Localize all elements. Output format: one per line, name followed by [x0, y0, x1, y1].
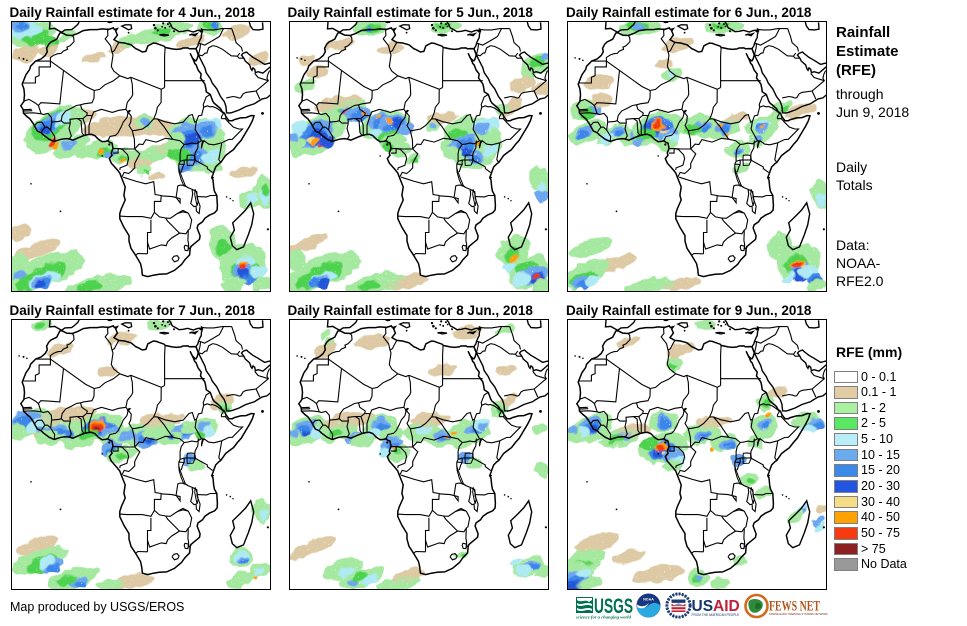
svg-text:FROM THE AMERICAN PEOPLE: FROM THE AMERICAN PEOPLE — [692, 613, 740, 617]
svg-text:FAMINE EARLY WARNING SYSTEMS N: FAMINE EARLY WARNING SYSTEMS NETWORK — [769, 612, 828, 616]
svg-text:USGS: USGS — [594, 595, 633, 618]
svg-text:NOAA: NOAA — [643, 598, 654, 602]
svg-text:USAID: USAID — [692, 598, 740, 615]
svg-text:science for a changing world: science for a changing world — [575, 615, 632, 620]
svg-text:FEWS NET: FEWS NET — [769, 599, 820, 615]
